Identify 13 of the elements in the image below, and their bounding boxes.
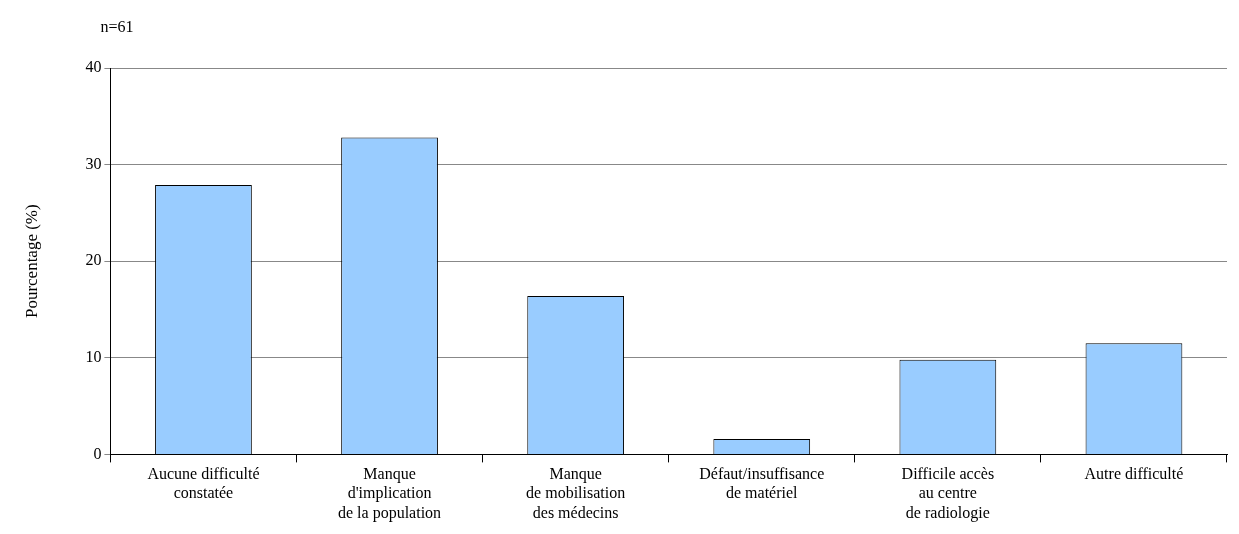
x-tick-label: Difficile accès au centre de radiologie [901, 465, 995, 522]
y-axis-title: Pourcentage (%) [21, 204, 41, 319]
y-tick-label: 10 [85, 348, 102, 365]
x-tick-label: Manque de mobilisation des médecins [526, 465, 626, 521]
x-tick-label: Défaut/insuffisance de matériel [699, 465, 825, 502]
x-tick-label: Autre difficulté [1084, 465, 1184, 483]
y-tick-label: 0 [93, 444, 102, 462]
x-tick-label: Aucune difficulté constatée [147, 465, 260, 502]
y-tick-label: 30 [85, 154, 102, 172]
text: n=61 [100, 18, 134, 36]
x-tick-label: Manque d'implication de la population [338, 465, 442, 522]
y-tick-label: 20 [85, 251, 102, 269]
y-tick-label: 40 [85, 58, 102, 76]
